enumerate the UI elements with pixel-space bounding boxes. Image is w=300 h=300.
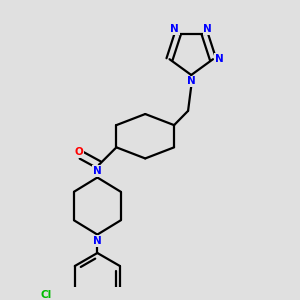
- Text: N: N: [203, 24, 212, 34]
- Text: N: N: [93, 166, 102, 176]
- Text: O: O: [75, 147, 83, 157]
- Text: N: N: [215, 54, 224, 64]
- Text: N: N: [187, 76, 196, 86]
- Text: N: N: [170, 24, 179, 34]
- Text: N: N: [93, 236, 102, 246]
- Text: Cl: Cl: [40, 290, 52, 300]
